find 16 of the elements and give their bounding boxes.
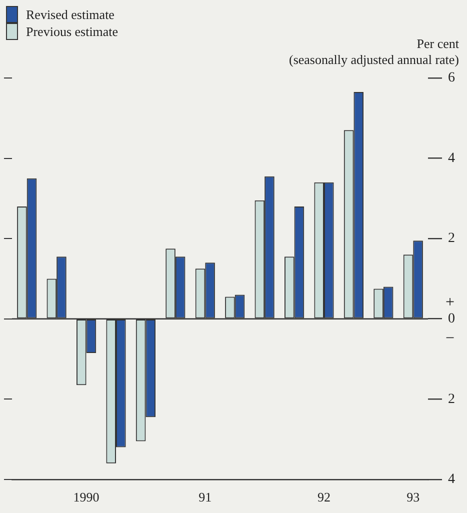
text: − (445, 330, 455, 347)
text: + (445, 294, 455, 311)
y-tick-label: 2 (448, 231, 455, 246)
legend-label: Previous estimate (26, 24, 118, 40)
legend-label: Revised estimate (26, 6, 114, 22)
x-tick-label: 93 (406, 490, 420, 505)
y-tick-label: 2 (448, 392, 455, 407)
x-tick-label: 1990 (73, 490, 100, 505)
y-tick-label: 6 (448, 70, 455, 86)
x-tick-label: 91 (198, 490, 212, 505)
y-tick-label: 4 (448, 150, 455, 166)
y-tick-label: 0 (448, 312, 455, 327)
y-tick-label: 4 (448, 472, 455, 488)
y-axis-title: Per cent (416, 36, 459, 52)
x-tick-label: 92 (318, 490, 330, 505)
text: (seasonally adjusted annual rate) (288, 52, 459, 68)
